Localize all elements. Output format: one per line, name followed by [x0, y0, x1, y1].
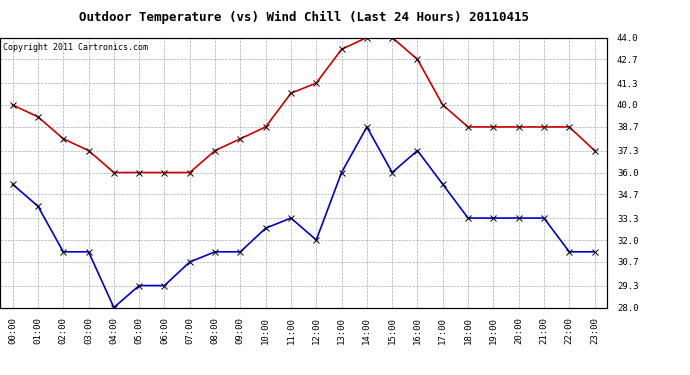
Text: Copyright 2011 Cartronics.com: Copyright 2011 Cartronics.com	[3, 43, 148, 52]
Text: Outdoor Temperature (vs) Wind Chill (Last 24 Hours) 20110415: Outdoor Temperature (vs) Wind Chill (Las…	[79, 11, 529, 24]
